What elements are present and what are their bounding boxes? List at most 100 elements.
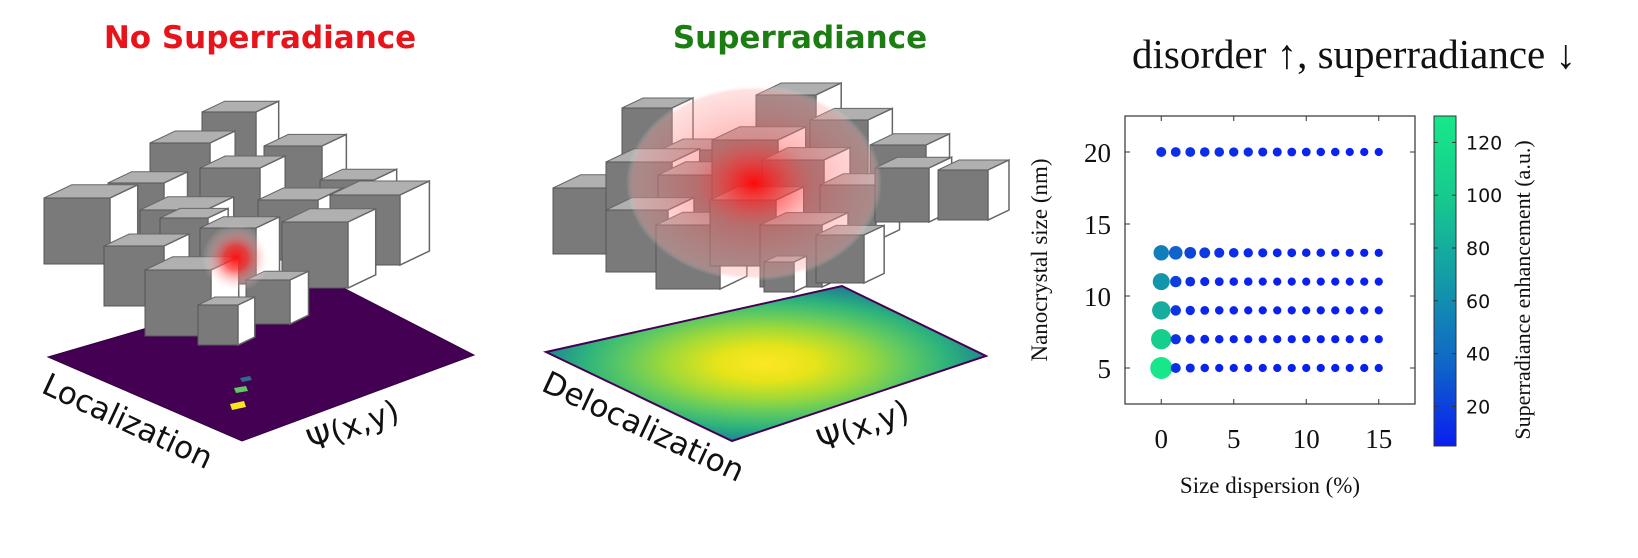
scatter-point bbox=[1170, 305, 1181, 316]
nanocrystal-cube bbox=[281, 207, 377, 290]
colorbar-tick-label: 100 bbox=[1466, 185, 1502, 207]
scatter-point bbox=[1316, 335, 1325, 344]
scatter-point bbox=[1331, 277, 1340, 286]
delocalized-glow bbox=[626, 85, 882, 281]
scatter-point bbox=[1243, 147, 1253, 157]
y-tick-label: 15 bbox=[1084, 210, 1111, 240]
chart-title: disorder ↑, superradiance ↓ bbox=[1132, 31, 1576, 77]
scatter-point bbox=[1200, 334, 1210, 344]
scatter-point bbox=[1258, 306, 1267, 315]
scatter-point bbox=[1287, 335, 1296, 344]
y-tick-label: 5 bbox=[1098, 354, 1112, 384]
scatter-point bbox=[1330, 147, 1340, 157]
scatter-point bbox=[1360, 248, 1369, 257]
scatter-point bbox=[1258, 147, 1268, 157]
scatter-point bbox=[1374, 335, 1383, 344]
scatter-point bbox=[1345, 277, 1354, 286]
scatter-point bbox=[1287, 306, 1296, 315]
y-tick-label: 20 bbox=[1084, 138, 1111, 168]
superradiance-chart-panel: disorder ↑, superradiance ↓ 0 5 10 15 5 10 15… bbox=[1027, 0, 1638, 558]
scatter-point bbox=[1214, 334, 1224, 344]
scatter-point bbox=[1301, 147, 1311, 157]
delocalized-illustration: Delocalization Ψ(x,y) bbox=[537, 81, 1010, 490]
colorbar-tick-label: 20 bbox=[1466, 396, 1490, 418]
scatter-point bbox=[1316, 277, 1325, 286]
scatter-point bbox=[1345, 306, 1354, 315]
scatter-point bbox=[1331, 363, 1340, 373]
scatter-point bbox=[1229, 277, 1239, 286]
scatter-point bbox=[1185, 147, 1196, 157]
localized-faint-cell bbox=[240, 376, 252, 382]
y-tick-label: 10 bbox=[1084, 282, 1111, 312]
scatter-point bbox=[1170, 362, 1181, 374]
scatter-point bbox=[1150, 356, 1173, 380]
scatter-point bbox=[1301, 248, 1311, 258]
scatter-point bbox=[1185, 305, 1195, 316]
scatter-point bbox=[1316, 248, 1326, 258]
scatter-point bbox=[1273, 363, 1282, 373]
scatter-point bbox=[1199, 247, 1211, 259]
scatter-point bbox=[1214, 277, 1224, 287]
scatter-point bbox=[1185, 276, 1196, 287]
localized-illustration: Localization Ψ(x,y) bbox=[37, 100, 476, 477]
scatter-point bbox=[1302, 335, 1311, 344]
nanocrystal-cubes bbox=[43, 100, 431, 347]
scatter-point bbox=[1228, 248, 1239, 258]
scatter-point bbox=[1151, 329, 1172, 350]
scatter-point bbox=[1214, 247, 1225, 258]
plot-area bbox=[1124, 115, 1416, 405]
scatter-point bbox=[1229, 306, 1239, 315]
scatter-point bbox=[1200, 305, 1210, 315]
scatter-point bbox=[1184, 246, 1197, 259]
scatter-point bbox=[1345, 248, 1354, 257]
x-tick-label: 5 bbox=[1227, 424, 1241, 454]
scatter-point bbox=[1316, 147, 1326, 157]
scatter-point bbox=[1214, 306, 1224, 315]
x-tick-label: 15 bbox=[1365, 424, 1392, 454]
scatter-point bbox=[1229, 147, 1239, 157]
scatter-point bbox=[1258, 277, 1267, 286]
scatter-point bbox=[1345, 335, 1354, 344]
scatter-chart: 0 5 10 15 5 10 15 20 Size dispersion (%) Nanoc… bbox=[1027, 115, 1535, 498]
no-superradiance-panel: No Superradiance Localization Ψ(x,y) bbox=[0, 0, 520, 558]
nanocrystal-cube bbox=[197, 295, 256, 347]
scatter-point bbox=[1374, 277, 1383, 286]
x-tick-label: 0 bbox=[1155, 424, 1169, 454]
scatter-point bbox=[1360, 277, 1369, 286]
scatter-point bbox=[1316, 363, 1325, 373]
scatter-point bbox=[1200, 277, 1210, 287]
scatter-point bbox=[1374, 248, 1383, 257]
scatter-point bbox=[1200, 363, 1210, 373]
scatter-point bbox=[1360, 335, 1369, 344]
scatter-point bbox=[1374, 147, 1383, 157]
scatter-point bbox=[1244, 306, 1253, 315]
scatter-point bbox=[1272, 147, 1282, 157]
colorbar bbox=[1433, 115, 1457, 447]
scatter-point bbox=[1185, 363, 1195, 373]
scatter-point bbox=[1316, 306, 1325, 315]
scatter-point bbox=[1258, 335, 1267, 344]
scatter-point bbox=[1258, 248, 1268, 258]
colorbar-tick-label: 80 bbox=[1466, 238, 1490, 260]
colorbar-tick-label: 40 bbox=[1466, 344, 1490, 366]
nanocrystal-cube bbox=[245, 270, 310, 326]
scatter-point bbox=[1331, 248, 1340, 257]
scatter-point bbox=[1244, 335, 1253, 344]
scatter-point bbox=[1244, 363, 1253, 373]
scatter-point bbox=[1272, 248, 1282, 258]
scatter-point bbox=[1170, 275, 1182, 288]
scatter-point bbox=[1153, 245, 1169, 261]
scatter-point bbox=[1360, 363, 1369, 373]
scatter-point bbox=[1374, 306, 1383, 315]
x-axis-label: Size dispersion (%) bbox=[1180, 473, 1360, 498]
scatter-point bbox=[1287, 147, 1297, 157]
scatter-point bbox=[1243, 277, 1253, 286]
scatter-point bbox=[1185, 334, 1195, 344]
scatter-point bbox=[1287, 363, 1296, 373]
superradiance-title: Superradiance bbox=[672, 20, 928, 56]
scatter-point bbox=[1287, 248, 1297, 258]
scatter-point bbox=[1360, 147, 1369, 157]
y-axis-label: Nanocrystal size (nm) bbox=[1027, 158, 1052, 361]
localized-glow bbox=[202, 224, 270, 292]
scatter-point bbox=[1374, 363, 1383, 373]
